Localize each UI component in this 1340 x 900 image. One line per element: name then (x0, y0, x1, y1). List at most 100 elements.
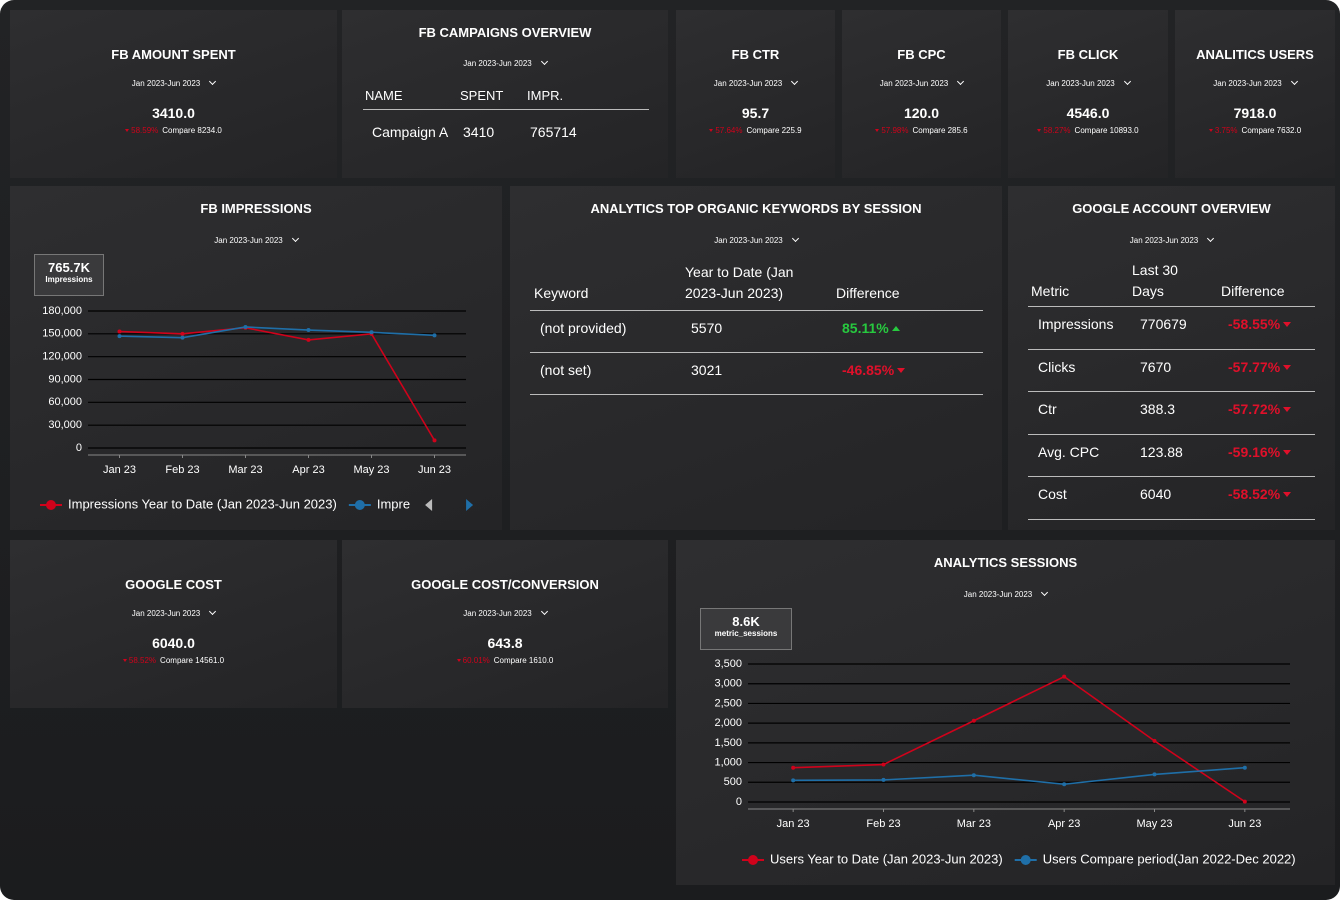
date-range: Jan 2023-Jun 2023 (10, 609, 337, 618)
y-tick-label: 3,500 (714, 658, 742, 670)
x-tick-label: Jun 23 (418, 464, 451, 476)
header-cell: NAME (365, 88, 403, 103)
kpi-card: FB CLICK Jan 2023-Jun 2023 4546.0 58.27% Com… (1008, 10, 1168, 178)
series-line (793, 766, 1245, 786)
y-tick-label: 500 (724, 776, 742, 788)
divider (530, 310, 983, 311)
x-tick-label: Mar 23 (228, 464, 262, 476)
y-tick-label: 2,500 (714, 697, 742, 709)
cell: 765714 (530, 124, 577, 140)
data-point (791, 765, 796, 770)
divider (363, 109, 649, 110)
y-tick-label: 90,000 (48, 373, 82, 385)
change-pct: 60.01% (457, 656, 490, 665)
y-tick-label: 3,000 (714, 678, 742, 690)
line-chart: 0 30,000 60,000 90,000 120,000 150,000 180,000… (40, 305, 474, 511)
compare: Compare 8234.0 (162, 126, 222, 135)
data-point (1242, 799, 1247, 804)
header-cell: Keyword (534, 285, 589, 301)
date-range: Jan 2023-Jun 2023 (842, 79, 1001, 88)
kpi-change: 58.59% Compare 8234.0 (10, 126, 337, 135)
divider (530, 352, 983, 353)
scorecard-label: Impressions (45, 275, 93, 284)
legend-dot (1020, 855, 1031, 865)
data-point (180, 335, 185, 340)
change-pct: 3.75% (1209, 126, 1238, 135)
header-cell: Last 30 Days (1132, 262, 1178, 299)
header-cell: SPENT (460, 88, 504, 103)
card-title: GOOGLE ACCOUNT OVERVIEW (1072, 201, 1271, 216)
change-pct: 57.98% (875, 126, 908, 135)
divider (1028, 306, 1315, 307)
trend-arrow (1283, 322, 1292, 331)
compare: Compare 7632.0 (1241, 126, 1302, 135)
cell: 388.3 (1140, 401, 1176, 417)
divider (1028, 391, 1315, 392)
date-range: Jan 2023-Jun 2023 (10, 236, 502, 245)
keywords-card: ANALYTICS TOP ORGANIC KEYWORDS BY SESSIO… (510, 186, 1002, 530)
kpi-value: 95.7 (741, 105, 770, 121)
y-tick-label: 0 (736, 796, 742, 808)
y-tick-label: 30,000 (48, 419, 82, 431)
date-range: Jan 2023-Jun 2023 (1008, 79, 1168, 88)
header-cell: Difference (836, 285, 900, 301)
legend-label: Users Year to Date (Jan 2023-Jun 2023) (770, 851, 1003, 866)
cell: Cost (1038, 486, 1067, 502)
data-point (369, 330, 374, 335)
date-range: Jan 2023-Jun 2023 (10, 79, 337, 88)
legend-dot (748, 855, 758, 865)
kpi-title: FB AMOUNT SPENT (111, 47, 236, 62)
x-tick-label: May 23 (353, 464, 389, 476)
divider (1028, 433, 1315, 435)
compare: Compare 1610.0 (493, 656, 554, 665)
kpi-value: 4546.0 (1066, 105, 1110, 121)
series-line (793, 675, 1246, 803)
legend-label: Impre (377, 496, 410, 511)
kpi-card: GOOGLE COST Jan 2023-Jun 2023 6040.0 58.52%… (10, 540, 337, 708)
kpi-value: 6040.0 (152, 635, 195, 651)
difference-cell: -57.77% (1228, 359, 1292, 375)
chart-title: FB IMPRESSIONS (200, 201, 312, 216)
compare: Compare 14561.0 (160, 656, 225, 665)
data-point (306, 328, 311, 333)
data-point (432, 438, 437, 443)
date-range: Jan 2023-Jun 2023 (1008, 236, 1335, 245)
cell: (not set) (540, 362, 592, 378)
change-pct: 58.52% (123, 656, 156, 665)
kpi-title: GOOGLE COST/CONVERSION (411, 577, 599, 592)
cell: 3021 (691, 362, 723, 378)
kpi-card: FB AMOUNT SPENT Jan 2023-Jun 2023 3410.0 58… (10, 10, 337, 178)
chart-title: ANALYTICS SESSIONS (933, 555, 1078, 570)
x-tick-label: Feb 23 (165, 464, 199, 476)
date-range: Jan 2023-Jun 2023 (676, 590, 1335, 599)
data-point (1152, 772, 1157, 777)
kpi-title: GOOGLE COST (125, 577, 222, 592)
trend-arrow (1283, 364, 1292, 374)
cell: Impressions (1038, 316, 1114, 332)
card-title: FB CAMPAIGNS OVERVIEW (418, 25, 592, 40)
legend-next[interactable] (466, 499, 474, 511)
y-tick-label: 150,000 (42, 328, 82, 340)
legend-label: Users Compare period(Jan 2022-Dec 2022) (1043, 851, 1296, 866)
kpi-title: FB CLICK (1057, 47, 1119, 62)
legend-dot (46, 500, 56, 510)
x-tick-label: May 23 (1136, 818, 1172, 830)
date-range: Jan 2023-Jun 2023 (342, 59, 668, 68)
kpi-change: 3.75% Compare 7632.0 (1175, 126, 1335, 135)
y-tick-label: 180,000 (42, 305, 82, 317)
cell: 3410 (463, 124, 495, 140)
kpi-title: FB CTR (731, 47, 780, 62)
trend-arrow (891, 322, 900, 331)
data-point (1062, 782, 1067, 787)
difference-cell: -57.72% (1228, 401, 1292, 417)
x-tick-label: Jan 23 (103, 464, 136, 476)
trend-arrow (1283, 407, 1292, 416)
scorecard: 8.6K metric_sessions (700, 608, 792, 650)
date-range: Jan 2023-Jun 2023 (342, 609, 668, 618)
difference-cell: -46.85% (842, 362, 906, 378)
data-point (791, 778, 796, 783)
cell: 123.88 (1140, 443, 1183, 460)
legend-prev[interactable] (425, 499, 433, 511)
cell: Clicks (1038, 358, 1076, 375)
campaigns-card: FB CAMPAIGNS OVERVIEW Jan 2023-Jun 2023 NA… (342, 10, 668, 178)
